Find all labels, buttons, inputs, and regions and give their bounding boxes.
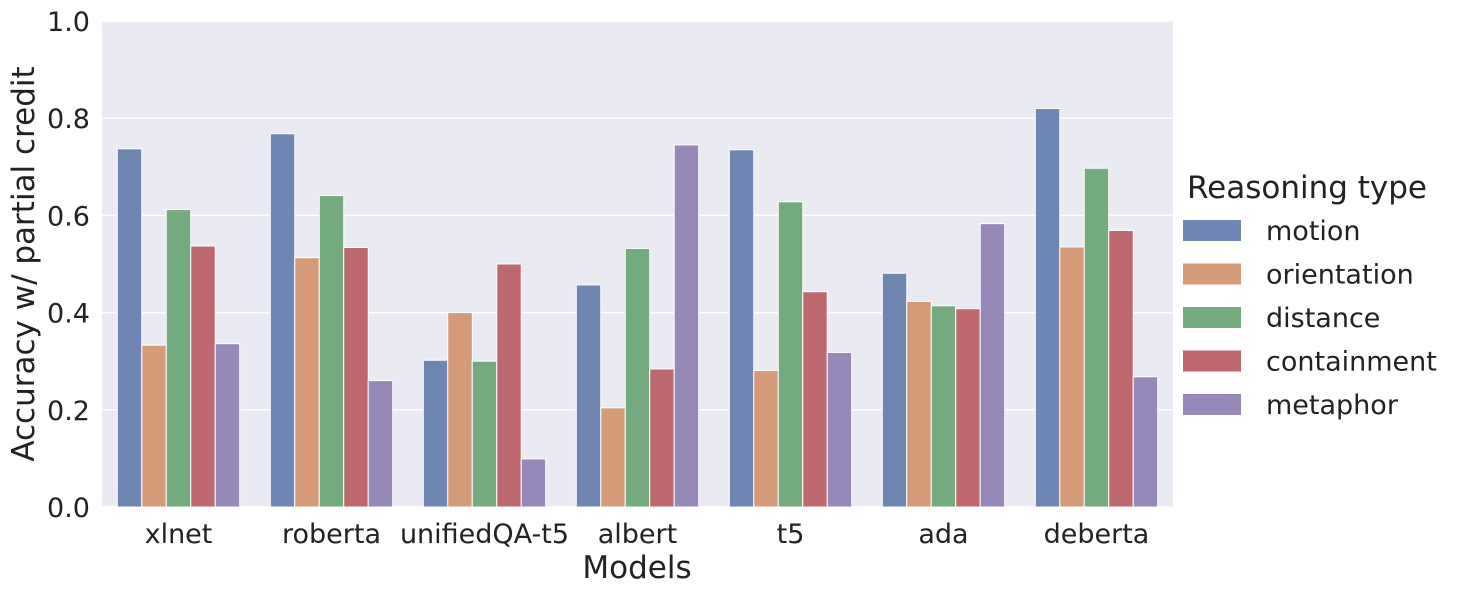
y-tick-label: 0.8 [47,104,90,135]
bar-containment-t5 [802,291,828,508]
legend-swatch-orientation [1183,263,1241,285]
bar-metaphor-deberta [1132,376,1159,508]
bar-orientation-albert [600,407,626,508]
bar-motion-t5 [728,149,755,508]
bar-metaphor-unifiedQA-t5 [520,458,547,508]
bar-orientation-ada [906,300,932,508]
bar-motion-ada [881,272,908,508]
y-axis-label: Accuracy w/ partial credit [6,66,42,461]
bar-orientation-roberta [294,257,320,508]
bar-motion-roberta [269,133,296,508]
legend-label-orientation: orientation [1266,260,1414,291]
bar-distance-xlnet [165,209,192,508]
x-tick-label: unifiedQA-t5 [400,519,569,550]
legend-swatch-distance [1183,307,1241,328]
bar-motion-unifiedQA-t5 [422,359,449,508]
bar-metaphor-albert [673,144,700,508]
y-tick-label: 0.0 [47,493,90,524]
legend-label-distance: distance [1266,303,1380,334]
x-tick-label: albert [598,519,677,550]
y-tick-label: 0.4 [47,299,90,330]
bars [116,107,1159,508]
bar-metaphor-xlnet [214,343,241,508]
bar-distance-unifiedQA-t5 [471,360,498,508]
bar-motion-deberta [1034,107,1061,508]
x-tick-label: ada [918,519,968,550]
bar-containment-ada [955,308,981,508]
bar-metaphor-roberta [367,380,394,508]
x-tick-label: t5 [777,519,805,550]
legend-swatch-containment [1183,350,1241,372]
bar-orientation-xlnet [141,344,167,508]
x-tick-label: xlnet [145,519,213,550]
bar-containment-xlnet [190,245,216,508]
legend-title: Reasoning type [1187,170,1427,206]
bar-distance-t5 [777,201,804,508]
x-axis-ticks: xlnet roberta unifiedQA-t5 albert t5 ada deber… [145,519,1150,550]
y-tick-label: 0.6 [47,201,90,232]
bar-distance-deberta [1083,167,1110,508]
bar-containment-roberta [343,246,369,508]
y-tick-label: 1.0 [47,7,90,38]
bar-distance-ada [930,305,957,508]
bar-distance-roberta [318,194,345,508]
x-tick-label: roberta [282,519,381,550]
legend-swatch-motion [1183,220,1241,241]
bar-distance-albert [624,247,651,508]
legend-label-containment: containment [1266,347,1437,378]
legend-swatch-metaphor [1183,394,1241,415]
x-axis-label: Models [582,550,691,586]
legend: Reasoning type motion orientation distance… [1183,170,1437,421]
x-tick-label: deberta [1044,519,1150,550]
legend-label-motion: motion [1266,216,1361,247]
bar-motion-xlnet [116,148,143,508]
bar-containment-albert [649,368,675,508]
y-tick-label: 0.2 [47,396,90,427]
bar-containment-unifiedQA-t5 [496,263,522,508]
bar-containment-deberta [1108,229,1134,508]
bar-orientation-unifiedQA-t5 [447,312,473,508]
legend-label-metaphor: metaphor [1266,390,1399,421]
bar-metaphor-ada [979,223,1006,508]
bar-metaphor-t5 [826,351,853,508]
y-axis-ticks: 0.0 0.2 0.4 0.6 0.8 1.0 [47,7,90,524]
bar-orientation-deberta [1059,246,1085,508]
bar-orientation-t5 [753,369,779,508]
bar-motion-albert [575,284,602,508]
